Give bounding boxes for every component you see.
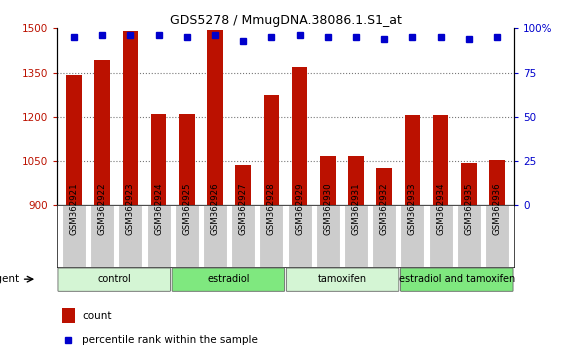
FancyBboxPatch shape bbox=[344, 205, 368, 267]
Text: percentile rank within the sample: percentile rank within the sample bbox=[82, 335, 258, 344]
Text: GSM362932: GSM362932 bbox=[380, 182, 389, 235]
FancyBboxPatch shape bbox=[58, 268, 170, 291]
Text: GSM362927: GSM362927 bbox=[239, 182, 248, 235]
FancyBboxPatch shape bbox=[259, 205, 283, 267]
Bar bbox=[320, 156, 336, 205]
Text: GSM362928: GSM362928 bbox=[267, 182, 276, 235]
Text: GSM362934: GSM362934 bbox=[436, 182, 445, 235]
Text: count: count bbox=[82, 311, 112, 321]
Text: GSM362923: GSM362923 bbox=[126, 182, 135, 235]
Text: tamoxifen: tamoxifen bbox=[318, 274, 367, 284]
Text: agent: agent bbox=[0, 274, 20, 284]
Bar bbox=[94, 60, 110, 205]
FancyBboxPatch shape bbox=[62, 205, 86, 267]
Bar bbox=[292, 67, 307, 205]
Bar bbox=[433, 115, 448, 205]
Bar bbox=[179, 114, 195, 205]
FancyBboxPatch shape bbox=[400, 205, 424, 267]
FancyBboxPatch shape bbox=[231, 205, 255, 267]
Text: estradiol and tamoxifen: estradiol and tamoxifen bbox=[399, 274, 515, 284]
FancyBboxPatch shape bbox=[172, 268, 285, 291]
Bar bbox=[207, 30, 223, 205]
FancyBboxPatch shape bbox=[288, 205, 312, 267]
Text: GSM362921: GSM362921 bbox=[70, 182, 79, 235]
Title: GDS5278 / MmugDNA.38086.1.S1_at: GDS5278 / MmugDNA.38086.1.S1_at bbox=[170, 14, 401, 27]
Text: GSM362931: GSM362931 bbox=[352, 182, 360, 235]
Bar bbox=[123, 31, 138, 205]
Text: GSM362930: GSM362930 bbox=[323, 182, 332, 235]
Bar bbox=[376, 169, 392, 205]
FancyBboxPatch shape bbox=[90, 205, 114, 267]
Bar bbox=[151, 114, 166, 205]
Text: GSM362936: GSM362936 bbox=[492, 182, 501, 235]
FancyBboxPatch shape bbox=[175, 205, 199, 267]
Text: estradiol: estradiol bbox=[207, 274, 250, 284]
Bar bbox=[264, 95, 279, 205]
FancyBboxPatch shape bbox=[147, 205, 171, 267]
FancyBboxPatch shape bbox=[401, 268, 513, 291]
Bar bbox=[348, 156, 364, 205]
Text: GSM362922: GSM362922 bbox=[98, 182, 107, 235]
Text: GSM362925: GSM362925 bbox=[182, 182, 191, 235]
Text: GSM362933: GSM362933 bbox=[408, 182, 417, 235]
Text: GSM362924: GSM362924 bbox=[154, 182, 163, 235]
Bar bbox=[62, 308, 75, 323]
Text: GSM362929: GSM362929 bbox=[295, 183, 304, 235]
Text: control: control bbox=[97, 274, 131, 284]
FancyBboxPatch shape bbox=[203, 205, 227, 267]
FancyBboxPatch shape bbox=[429, 205, 453, 267]
Bar bbox=[461, 163, 477, 205]
FancyBboxPatch shape bbox=[372, 205, 396, 267]
Text: GSM362926: GSM362926 bbox=[211, 182, 219, 235]
Text: GSM362935: GSM362935 bbox=[464, 182, 473, 235]
Bar bbox=[235, 165, 251, 205]
FancyBboxPatch shape bbox=[287, 268, 399, 291]
Bar bbox=[66, 75, 82, 205]
FancyBboxPatch shape bbox=[118, 205, 142, 267]
FancyBboxPatch shape bbox=[457, 205, 481, 267]
FancyBboxPatch shape bbox=[316, 205, 340, 267]
Bar bbox=[405, 115, 420, 205]
Bar bbox=[489, 160, 505, 205]
FancyBboxPatch shape bbox=[485, 205, 509, 267]
